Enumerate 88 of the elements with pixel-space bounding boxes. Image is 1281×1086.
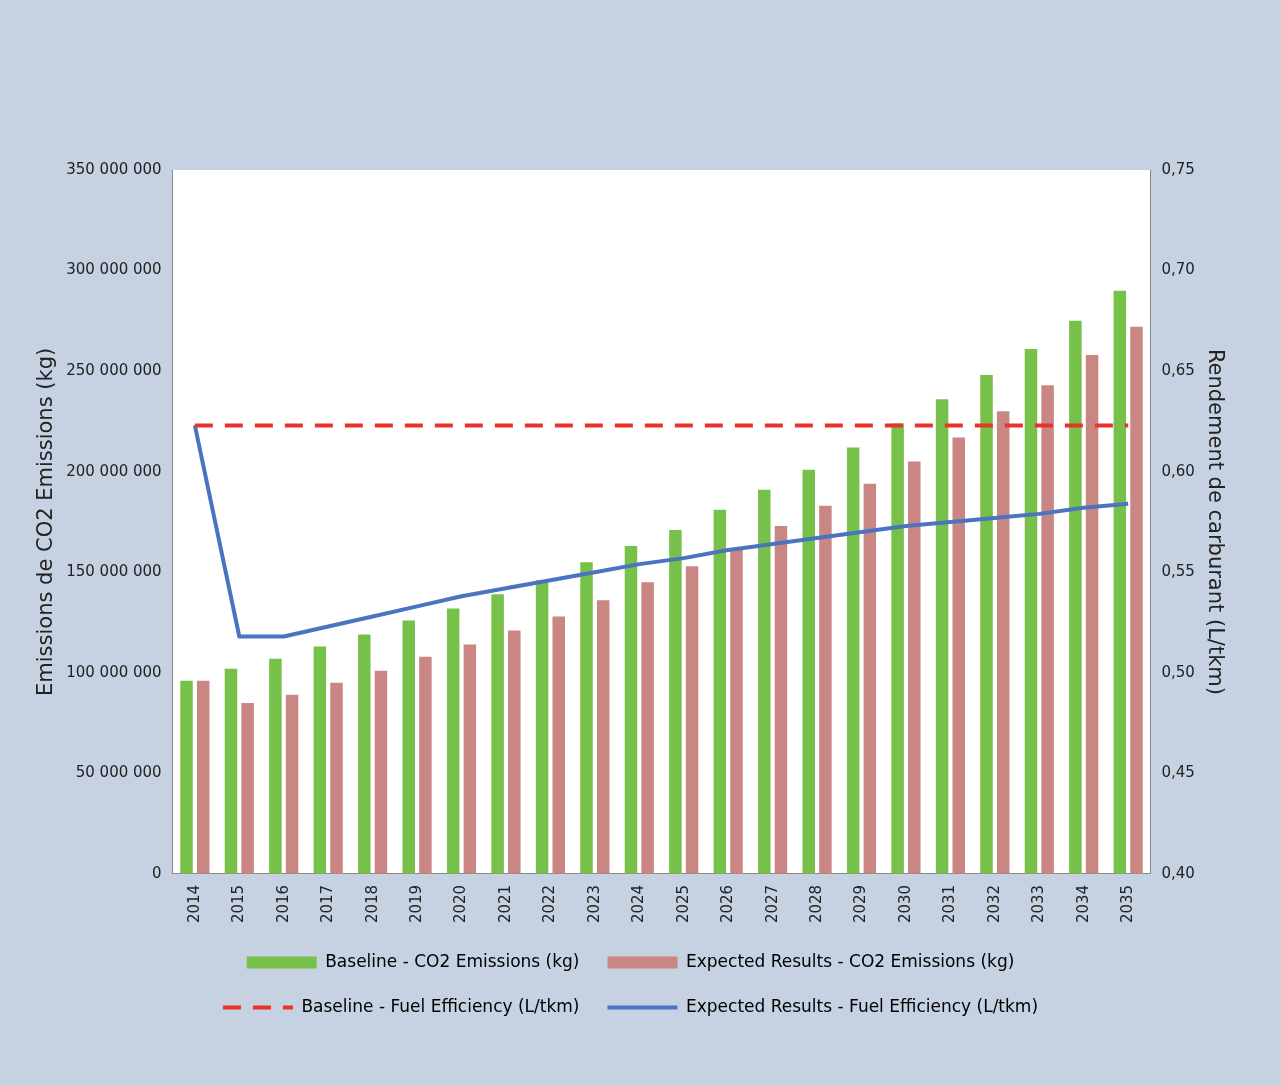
x-tick-label: 2022 xyxy=(540,884,559,924)
x-tick-label: 2032 xyxy=(984,884,1003,924)
bar xyxy=(196,680,210,874)
y2-tick-label: 0,70 xyxy=(1161,260,1195,279)
y-tick-label: 50 000 000 xyxy=(75,763,162,782)
x-tick-label: 2018 xyxy=(362,884,381,924)
y2-tick-label: 0,65 xyxy=(1161,360,1195,379)
bar xyxy=(552,616,565,874)
legend-label: Expected Results - CO2 Emissions (kg) xyxy=(685,950,1015,971)
bar xyxy=(491,594,504,874)
bar xyxy=(446,608,460,874)
bar xyxy=(863,483,877,874)
y2-tick-label: 0,55 xyxy=(1161,562,1195,581)
bar xyxy=(241,702,254,874)
bar xyxy=(535,580,549,874)
x-tick-label: 2027 xyxy=(762,884,781,924)
x-tick-label: 2035 xyxy=(1118,884,1137,924)
x-tick-label: 2023 xyxy=(584,884,603,924)
bar xyxy=(819,505,832,874)
x-tick-label: 2016 xyxy=(273,884,292,924)
y-tick-label: 0 xyxy=(152,863,162,882)
legend-label: Expected Results - Fuel Efficiency (L/tkm) xyxy=(685,995,1039,1016)
x-tick-label: 2028 xyxy=(806,884,825,924)
x-tick-label: 2021 xyxy=(495,884,514,924)
x-tick-label: 2026 xyxy=(718,884,737,924)
y2-tick-label: 0,40 xyxy=(1161,863,1195,882)
x-tick-label: 2034 xyxy=(1073,884,1092,924)
bar xyxy=(758,489,771,874)
bar xyxy=(374,670,388,874)
bar xyxy=(580,562,593,874)
x-tick-label: 2014 xyxy=(184,884,203,924)
bar xyxy=(313,646,327,874)
bar xyxy=(419,656,432,874)
bar xyxy=(1069,320,1082,874)
legend-label: Baseline - CO2 Emissions (kg) xyxy=(325,950,580,971)
bar xyxy=(641,582,654,874)
x-tick-label: 2025 xyxy=(673,884,692,924)
bar xyxy=(891,423,904,874)
x-tick-label: 2020 xyxy=(451,884,470,924)
y-tick-label: 350 000 000 xyxy=(66,159,162,178)
y-tick-label: 100 000 000 xyxy=(66,662,162,681)
x-tick-label: 2019 xyxy=(406,884,425,924)
x-tick-label: 2015 xyxy=(229,884,248,924)
bar xyxy=(980,375,993,874)
bar xyxy=(624,546,638,874)
bar xyxy=(508,630,521,874)
bar xyxy=(224,668,238,874)
bar xyxy=(402,620,415,874)
x-tick-label: 2017 xyxy=(318,884,337,924)
y-tick-label: 200 000 000 xyxy=(66,461,162,480)
bar xyxy=(713,509,727,874)
bar xyxy=(802,469,815,874)
bar xyxy=(269,658,282,874)
bar xyxy=(1130,326,1143,874)
bar xyxy=(1041,385,1054,874)
x-tick-label: 2033 xyxy=(1029,884,1048,924)
y2-axis-title: Rendement de carburant (L/tkm) xyxy=(1203,348,1228,695)
bar xyxy=(180,680,193,874)
y2-tick-label: 0,60 xyxy=(1161,461,1195,480)
bar xyxy=(285,694,299,874)
bar xyxy=(730,548,743,874)
bar xyxy=(685,566,699,874)
bar xyxy=(669,529,682,874)
y2-tick-label: 0,45 xyxy=(1161,763,1195,782)
bar xyxy=(463,644,477,874)
bar xyxy=(1024,348,1038,874)
bar xyxy=(846,447,860,874)
bar xyxy=(596,600,610,874)
bar xyxy=(774,525,788,874)
bar xyxy=(996,411,1010,874)
x-tick-label: 2024 xyxy=(629,884,648,924)
bar xyxy=(1113,290,1127,874)
bar xyxy=(358,634,371,874)
bar xyxy=(1085,355,1099,874)
y2-tick-label: 0,75 xyxy=(1161,159,1195,178)
bar xyxy=(935,399,949,874)
bar xyxy=(952,437,965,874)
x-tick-label: 2030 xyxy=(895,884,914,924)
y-tick-label: 250 000 000 xyxy=(66,360,162,379)
y2-tick-label: 0,50 xyxy=(1161,662,1195,681)
bar xyxy=(330,682,343,874)
y-tick-label: 150 000 000 xyxy=(66,562,162,581)
y-tick-label: 300 000 000 xyxy=(66,260,162,279)
y-axis-title: Emissions de CO2 Emissions (kg) xyxy=(33,347,58,696)
bar xyxy=(908,461,921,874)
legend-label: Baseline - Fuel Efficiency (L/tkm) xyxy=(301,995,580,1016)
x-tick-label: 2031 xyxy=(940,884,959,924)
x-tick-label: 2029 xyxy=(851,884,870,924)
